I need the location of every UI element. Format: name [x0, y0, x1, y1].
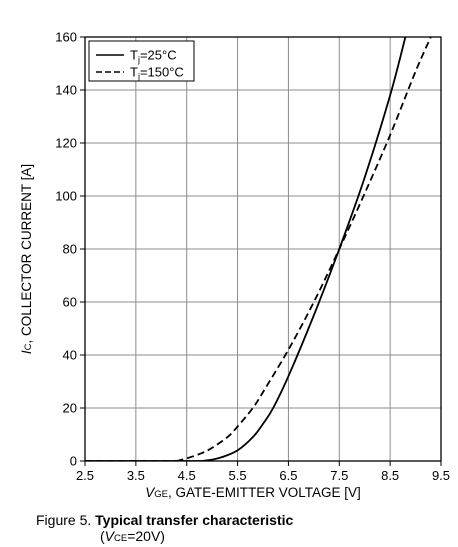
y-axis-label: IC, COLLECTOR CURRENT [A]	[19, 164, 34, 354]
y-tick-label: 80	[63, 242, 77, 257]
legend-symbol: T	[130, 48, 138, 63]
figure-caption: Figure 5. Typical transfer characteristi…	[36, 512, 293, 547]
y-axis-label-subscript: C	[23, 343, 34, 350]
y-tick-label: 160	[55, 30, 77, 45]
caption-voltage-symbol: V	[104, 528, 115, 544]
y-tick-label: 0	[70, 454, 77, 469]
y-tick-label: 100	[55, 189, 77, 204]
legend-label-1: Tj=25°C	[130, 48, 177, 65]
legend-symbol: T	[130, 65, 138, 80]
series-line-tj-25c	[201, 37, 407, 461]
caption-line-2: (VCE=20V)	[36, 528, 293, 547]
transfer-characteristic-chart: 2.5 3.5 4.5 5.5 6.5 7.5 8.5 9.5 0 20 40 60 80 100 120 1…	[19, 30, 450, 501]
x-axis-label-subscript: GE	[154, 489, 168, 500]
y-tick-label: 140	[55, 83, 77, 98]
legend-box	[88, 40, 195, 82]
legend-value: =150°C	[140, 65, 184, 80]
figure-title: Typical transfer characteristic	[95, 512, 294, 528]
legend: Tj=25°CTj=150°C	[88, 40, 195, 82]
series-group	[85, 37, 432, 461]
x-tick-label: 3.5	[127, 468, 145, 483]
y-tick-label: 20	[63, 401, 77, 416]
x-axis-label: VGE, GATE-EMITTER VOLTAGE [V]	[145, 485, 361, 500]
caption-line-1: Figure 5. Typical transfer characteristi…	[36, 512, 293, 528]
series-line-tj-150c	[176, 37, 432, 461]
caption-voltage-subscript: CE	[114, 533, 128, 544]
y-axis-label-text: , COLLECTOR CURRENT [A]	[19, 164, 34, 344]
x-tick-label: 8.5	[381, 468, 399, 483]
y-tick-label: 60	[63, 295, 77, 310]
y-tick-label: 120	[55, 136, 77, 151]
x-tick-label: 5.5	[229, 468, 247, 483]
caption-condition: =20V)	[127, 528, 165, 544]
legend-label-2: Tj=150°C	[130, 65, 184, 82]
x-tick-label: 7.5	[330, 468, 348, 483]
y-axis-label-symbol: I	[19, 350, 34, 354]
caption-paren: (	[100, 528, 105, 544]
x-axis-label-text: , GATE-EMITTER VOLTAGE [V]	[168, 485, 361, 500]
figure-number: Figure 5.	[36, 512, 92, 528]
legend-subscript: j	[137, 55, 140, 65]
x-tick-label: 9.5	[432, 468, 450, 483]
y-tick-label: 40	[63, 348, 77, 363]
x-tick-label: 6.5	[279, 468, 297, 483]
x-tick-label: 2.5	[76, 468, 94, 483]
x-axis-label-symbol: V	[145, 485, 156, 500]
legend-value: =25°C	[140, 48, 177, 63]
legend-subscript: j	[137, 72, 140, 82]
x-tick-label: 4.5	[178, 468, 196, 483]
